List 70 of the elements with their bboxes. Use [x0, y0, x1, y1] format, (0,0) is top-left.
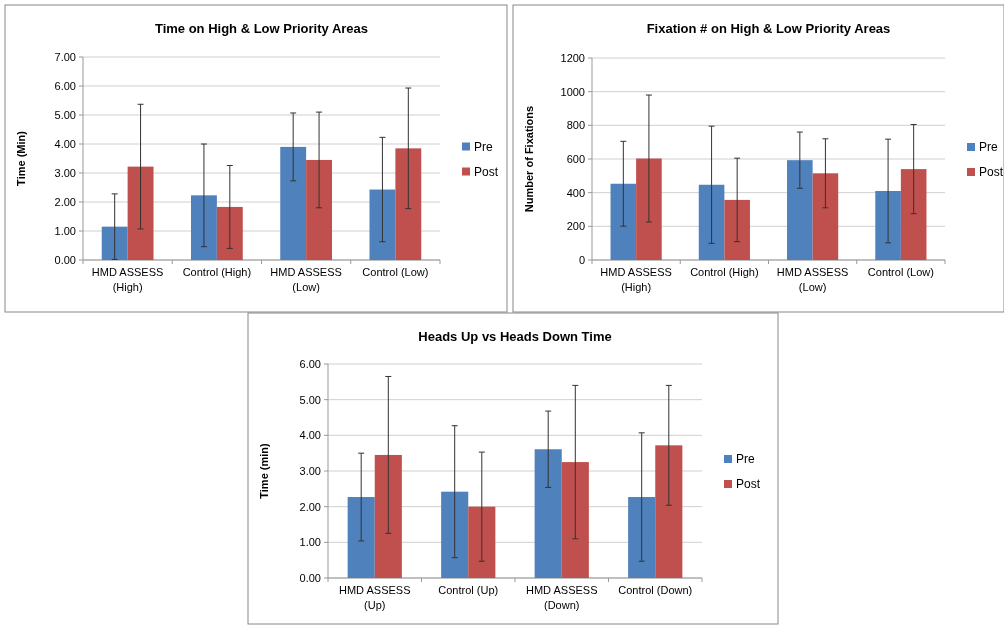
bar [787, 160, 813, 260]
legend-label: Pre [474, 139, 493, 154]
x-tick-label: HMD ASSESS (Low) [776, 266, 849, 293]
x-tick-label: Control (Up) [438, 584, 499, 596]
y-tick-label: 2.00 [54, 195, 76, 208]
x-tick-label: HMD ASSESS (Low) [270, 266, 342, 293]
y-tick-label: 1.00 [299, 536, 321, 549]
bar [395, 148, 422, 260]
bar [655, 445, 683, 578]
y-tick-label: 600 [566, 152, 585, 165]
bar [216, 206, 243, 260]
bar [561, 462, 589, 578]
y-tick-label: 3.00 [299, 464, 321, 477]
x-tick-label: HMD ASSESS (High) [91, 266, 164, 293]
y-tick-label: 4.00 [299, 429, 321, 442]
y-tick-label: 4.00 [54, 137, 76, 150]
bar [468, 506, 496, 578]
y-tick-label: 6.00 [54, 79, 76, 92]
bar [812, 173, 839, 260]
y-tick-label: 5.00 [299, 393, 321, 406]
chart-title: Heads Up vs Heads Down Time [418, 329, 612, 344]
chart-title: Time on High & Low Priority Areas [154, 21, 369, 36]
bar [724, 199, 750, 260]
y-tick-label: 0.00 [54, 253, 76, 266]
bar [628, 497, 656, 578]
x-tick-label: Control (Low) [362, 266, 429, 278]
legend-label: Post [736, 477, 761, 492]
chart-title: Fixation # on High & Low Priority Areas [646, 21, 891, 36]
y-tick-label: 0.00 [299, 571, 321, 584]
x-tick-label: Control (High) [690, 266, 759, 278]
x-tick-label: HMD ASSESS (Up) [338, 584, 411, 611]
x-tick-label: HMD ASSESS (High) [600, 266, 672, 293]
y-tick-label: 1000 [560, 85, 585, 98]
bar [900, 169, 927, 260]
y-tick-label: 1200 [560, 51, 585, 64]
bar [636, 158, 662, 260]
bar [101, 226, 128, 260]
legend-label: Pre [736, 452, 755, 467]
bar [280, 146, 307, 260]
bar [875, 190, 901, 260]
bar [347, 497, 375, 578]
bar [374, 454, 402, 578]
bar [441, 491, 469, 578]
y-tick-label: 5.00 [54, 108, 76, 121]
x-tick-label: Control (High) [182, 266, 252, 278]
y-tick-label: 400 [566, 186, 585, 199]
bar [610, 183, 637, 260]
legend-label: Post [979, 165, 1004, 180]
y-tick-label: 7.00 [54, 50, 76, 63]
y-axis-title: Time (Min) [15, 130, 27, 186]
y-axis-title: Number of Fixations [523, 105, 535, 213]
bar [698, 184, 725, 260]
bar [534, 449, 562, 578]
x-tick-label: Control (Down) [618, 584, 693, 596]
bar [127, 166, 154, 260]
bar [306, 159, 333, 260]
y-tick-label: 2.00 [299, 500, 321, 513]
y-tick-label: 0 [578, 253, 585, 266]
y-tick-label: 200 [566, 220, 585, 233]
bar [190, 195, 217, 260]
bar [369, 189, 396, 260]
x-tick-label: HMD ASSESS (Down) [525, 584, 598, 611]
legend-label: Post [474, 164, 499, 179]
y-axis-title: Time (min) [258, 442, 270, 499]
legend-label: Pre [979, 140, 998, 155]
y-tick-label: 6.00 [299, 357, 321, 370]
y-tick-label: 3.00 [54, 166, 76, 179]
x-tick-label: Control (Low) [867, 266, 934, 278]
y-tick-label: 800 [566, 119, 585, 132]
y-tick-label: 1.00 [54, 224, 76, 237]
